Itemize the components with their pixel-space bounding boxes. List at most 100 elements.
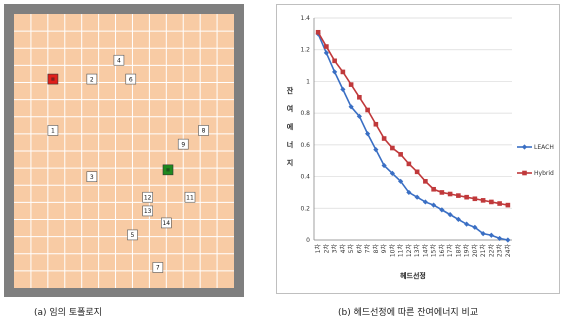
data-point-leach [381,162,387,169]
data-point-hybrid [456,193,461,198]
data-point-hybrid [357,94,362,100]
topology-panel: 4 2 6 1 8 9 3 12 11 13 14 5 7 [4,4,244,297]
sensor-node-label-11: 11 [186,194,194,201]
data-point-hybrid [348,82,354,87]
x-tick-label: 2차 [322,244,330,254]
y-tick-label: 0.8 [300,110,310,117]
data-point-leach [406,189,412,196]
data-point-leach [365,131,371,137]
data-point-hybrid [332,58,337,64]
x-tick-label: 17차 [446,244,454,258]
data-point-hybrid [340,69,346,75]
data-point-hybrid [472,196,478,202]
sensor-node-12 [142,191,153,203]
data-point-hybrid [464,194,469,200]
sensor-node-label-2: 2 [90,76,94,83]
data-point-leach [505,237,511,243]
sensor-node-14 [161,217,172,229]
red-head-node-mark [51,77,55,81]
data-point-hybrid [324,44,329,49]
data-point-hybrid [497,201,502,206]
data-point-hybrid [431,186,436,192]
x-tick-label: 10차 [388,244,396,258]
caption-topology: (a) 임의 토폴로지 [34,308,102,318]
data-point-hybrid [406,161,412,167]
sensor-node-label-4: 4 [117,57,121,64]
sensor-node-label-8: 8 [202,128,206,135]
data-point-leach [340,86,346,92]
legend-label-hybrid: Hybrid [534,170,554,177]
sensor-node-label-3: 3 [90,174,94,181]
sensor-node-5 [127,229,138,241]
x-tick-label: 14차 [421,244,429,258]
sensor-node-label-1: 1 [51,128,55,135]
y-tick-label: 1.2 [300,47,310,54]
data-point-hybrid [439,190,445,195]
y-tick-label: 1 [306,78,310,85]
x-tick-label: 12차 [405,244,413,258]
y-tick-label: 1.4 [300,15,310,22]
data-point-leach [332,69,338,75]
data-point-leach [488,232,494,238]
x-tick-label: 15차 [430,244,438,258]
legend-label-leach: LEACH [534,144,554,151]
data-point-leach [398,178,404,184]
sensor-node-6 [125,73,137,85]
x-tick-label: 18차 [454,244,462,258]
data-point-leach [389,170,395,176]
x-tick-label: 24차 [504,244,512,258]
sensor-node-1 [47,125,59,136]
sensor-node-label-7: 7 [156,265,160,272]
data-point-leach [431,202,437,208]
x-tick-label: 13차 [413,244,421,258]
data-point-leach [323,50,329,56]
data-point-leach [414,194,420,200]
x-tick-label: 16차 [438,244,446,258]
y-tick-label: 0.2 [300,205,310,212]
data-point-hybrid [447,191,453,197]
data-point-leach [348,104,354,110]
x-tick-label: 19차 [463,244,471,258]
data-point-hybrid [373,121,379,127]
sensor-node-8 [198,125,209,136]
data-point-leach [464,221,470,227]
x-tick-label: 9차 [380,244,388,254]
x-tick-label: 23차 [496,244,504,258]
x-tick-label: 11차 [397,244,405,258]
sensor-node-label-5: 5 [131,232,135,239]
y-tick-label: 0.6 [300,142,310,149]
x-tick-label: 21차 [479,244,487,258]
sensor-node-3 [86,171,98,182]
data-point-leach [439,207,445,213]
data-point-hybrid [381,136,387,141]
caption-energy-chart: (b) 헤드선정에 따른 잔여에너지 비교 [338,308,479,318]
sensor-node-2 [86,73,98,85]
x-tick-label: 4차 [339,244,347,254]
energy-chart: 0 0.2 0.4 0.6 0.8 1 1.2 1.4 1차 2차 3차 4차 5차 6차 7차 8차 9차 10… [276,4,560,294]
x-tick-label: 1차 [314,244,322,254]
data-point-hybrid [505,202,511,208]
data-point-hybrid [365,107,370,113]
x-tick-label: 3차 [331,244,339,254]
x-tick-label: 20차 [471,244,479,258]
data-point-hybrid [423,179,428,184]
x-tick-label: 6차 [355,244,363,254]
data-point-hybrid [398,152,403,157]
sensor-node-7 [152,262,164,273]
x-tick-label: 5차 [347,244,355,254]
x-tick-label: 8차 [372,244,380,254]
data-point-leach [472,224,478,230]
sensor-node-11 [184,191,196,203]
data-point-hybrid [414,169,420,175]
sensor-node-13 [142,205,153,217]
topology-figure: 4 2 6 1 8 9 3 12 11 13 14 5 7 [14,14,234,288]
green-head-node-mark [166,168,170,172]
sensor-node-label-13: 13 [144,208,152,215]
data-point-leach [356,113,362,119]
data-point-hybrid [480,198,486,203]
y-tick-label: 0 [306,237,310,244]
sensor-node-label-12: 12 [144,194,152,201]
x-tick-label: 22차 [487,244,495,258]
sensor-node-4 [113,54,125,66]
